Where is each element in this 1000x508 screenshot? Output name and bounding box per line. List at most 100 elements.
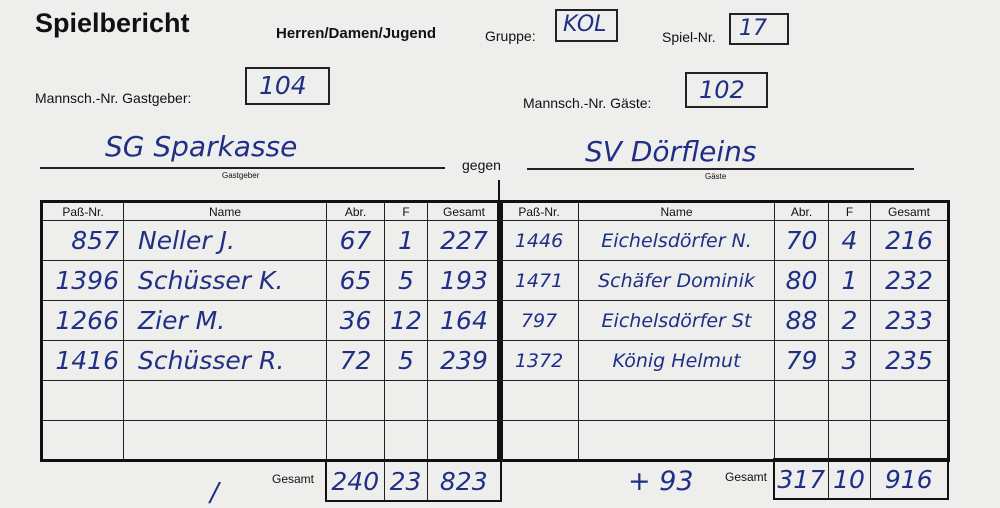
host-name-line <box>40 167 445 169</box>
host-team-name[interactable]: SG Sparkasse <box>105 130 298 163</box>
spiel-nr-label: Spiel-Nr. <box>662 29 716 45</box>
name-cell[interactable]: Schüsser K. <box>123 260 327 301</box>
host-nr-field[interactable]: 104 <box>245 67 330 105</box>
f-cell[interactable]: 4 <box>828 220 871 261</box>
abr-cell[interactable] <box>326 380 385 421</box>
f-cell[interactable]: 3 <box>828 340 871 381</box>
f-cell[interactable]: 2 <box>828 300 871 341</box>
pass-cell[interactable]: 1396 <box>41 260 124 301</box>
pass-cell[interactable] <box>498 380 579 421</box>
name-cell[interactable]: Schüsser R. <box>123 340 327 381</box>
gruppe-field[interactable]: KOL <box>555 9 618 42</box>
empty-row <box>41 420 502 461</box>
name-cell[interactable] <box>123 380 327 421</box>
guest-team-name[interactable]: SV Dörfleins <box>585 135 757 168</box>
table-row: 1471 Schäfer Dominik 80 1 232 <box>498 260 949 301</box>
abr-cell[interactable]: 65 <box>326 260 385 301</box>
name-cell[interactable]: König Helmut <box>578 340 775 381</box>
name-cell[interactable]: Eichelsdörfer N. <box>578 220 775 261</box>
f-cell[interactable] <box>384 420 428 461</box>
gesamt-cell[interactable]: 227 <box>427 220 502 261</box>
name-cell[interactable] <box>578 380 775 421</box>
name-cell[interactable] <box>123 420 327 461</box>
f-cell[interactable] <box>384 380 428 421</box>
pass-cell[interactable] <box>498 420 579 461</box>
col-gesamt: Gesamt <box>427 201 502 221</box>
name-cell[interactable] <box>578 420 775 461</box>
abr-cell[interactable] <box>774 380 829 421</box>
form-title: Spielbericht <box>35 8 190 38</box>
table-row: 1266 Zier M. 36 12 164 <box>41 300 502 341</box>
name-cell[interactable]: Schäfer Dominik <box>578 260 775 301</box>
pass-cell[interactable]: 1416 <box>41 340 124 381</box>
gesamt-cell[interactable]: 233 <box>870 300 949 341</box>
f-cell[interactable]: 1 <box>828 260 871 301</box>
gesamt-cell[interactable] <box>870 380 949 421</box>
col-gesamt: Gesamt <box>870 201 949 221</box>
host-nr-label: Mannsch.-Nr. Gastgeber: <box>35 90 192 106</box>
f-cell[interactable]: 5 <box>384 260 428 301</box>
spiel-nr-value: 17 <box>739 16 767 41</box>
col-f: F <box>384 201 428 221</box>
guest-total-abr[interactable]: 317 <box>773 458 829 500</box>
abr-cell[interactable] <box>326 420 385 461</box>
guest-player-table: Paß-Nr. Name Abr. F Gesamt 1446 Eichelsdörfer… <box>497 200 950 462</box>
abr-cell[interactable]: 79 <box>774 340 829 381</box>
f-cell[interactable]: 1 <box>384 220 428 261</box>
guest-name-line <box>527 168 914 170</box>
f-cell[interactable]: 5 <box>384 340 428 381</box>
col-pass: Paß-Nr. <box>41 201 124 221</box>
gesamt-cell[interactable]: 232 <box>870 260 949 301</box>
f-cell[interactable]: 12 <box>384 300 428 341</box>
table-row: 1372 König Helmut 79 3 235 <box>498 340 949 381</box>
host-nr-value: 104 <box>259 71 307 100</box>
abr-cell[interactable] <box>774 420 829 461</box>
vs-label: gegen <box>462 157 501 173</box>
host-caption: Gastgeber <box>222 171 260 180</box>
guest-nr-field[interactable]: 102 <box>685 72 768 108</box>
gruppe-label: Gruppe: <box>485 28 536 44</box>
gesamt-cell[interactable] <box>427 380 502 421</box>
table-header: Paß-Nr. Name Abr. F Gesamt <box>498 201 949 221</box>
empty-row <box>498 420 949 461</box>
f-cell[interactable] <box>828 380 871 421</box>
gesamt-cell[interactable]: 164 <box>427 300 502 341</box>
spiel-nr-field[interactable]: 17 <box>729 13 789 45</box>
pass-cell[interactable]: 797 <box>498 300 579 341</box>
col-abr: Abr. <box>326 201 385 221</box>
host-player-table: Paß-Nr. Name Abr. F Gesamt 857 Neller J. 67 1 22… <box>40 200 503 462</box>
abr-cell[interactable]: 70 <box>774 220 829 261</box>
host-total-f[interactable]: 23 <box>383 460 428 502</box>
abr-cell[interactable]: 80 <box>774 260 829 301</box>
gesamt-cell[interactable]: 216 <box>870 220 949 261</box>
pass-cell[interactable]: 1266 <box>41 300 124 341</box>
abr-cell[interactable]: 36 <box>326 300 385 341</box>
name-cell[interactable]: Neller J. <box>123 220 327 261</box>
gesamt-cell[interactable]: 235 <box>870 340 949 381</box>
col-f: F <box>828 201 871 221</box>
pass-cell[interactable]: 857 <box>41 220 124 261</box>
pass-cell[interactable]: 1372 <box>498 340 579 381</box>
category-label: Herren/Damen/Jugend <box>276 25 437 42</box>
name-cell[interactable]: Eichelsdörfer St <box>578 300 775 341</box>
guest-total-gesamt[interactable]: 916 <box>869 458 949 500</box>
abr-cell[interactable]: 67 <box>326 220 385 261</box>
host-total-gesamt[interactable]: 823 <box>426 460 502 502</box>
gesamt-cell[interactable] <box>427 420 502 461</box>
col-name: Name <box>578 201 775 221</box>
abr-cell[interactable]: 88 <box>774 300 829 341</box>
pass-cell[interactable]: 1471 <box>498 260 579 301</box>
pass-cell[interactable] <box>41 420 124 461</box>
gesamt-cell[interactable] <box>870 420 949 461</box>
gesamt-cell[interactable]: 239 <box>427 340 502 381</box>
pass-cell[interactable]: 1446 <box>498 220 579 261</box>
abr-cell[interactable]: 72 <box>326 340 385 381</box>
host-total-abr[interactable]: 240 <box>325 460 385 502</box>
guest-total-f[interactable]: 10 <box>827 458 871 500</box>
pass-cell[interactable] <box>41 380 124 421</box>
f-cell[interactable] <box>828 420 871 461</box>
name-cell[interactable]: Zier M. <box>123 300 327 341</box>
guest-nr-label: Mannsch.-Nr. Gäste: <box>523 95 652 111</box>
gruppe-value: KOL <box>563 12 607 37</box>
gesamt-cell[interactable]: 193 <box>427 260 502 301</box>
